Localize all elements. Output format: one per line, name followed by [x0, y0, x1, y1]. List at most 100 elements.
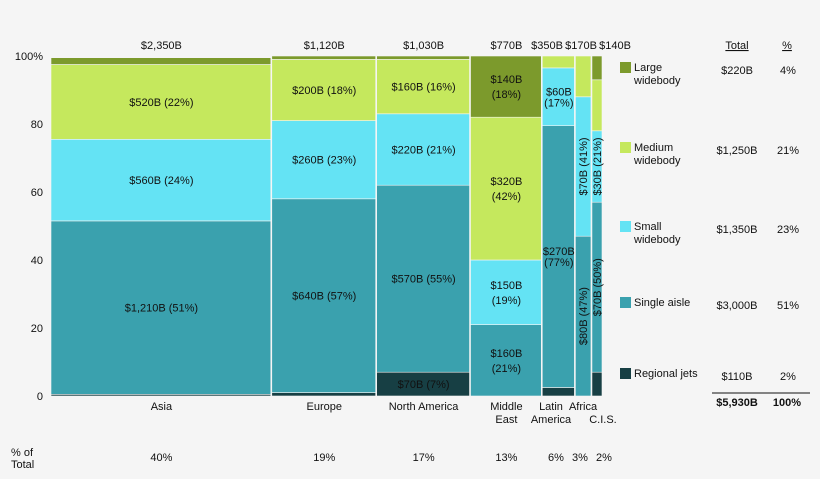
- segment-label: $560B (24%): [129, 175, 193, 187]
- segment-label: (17%): [544, 97, 573, 109]
- share-of-total-label: 19%: [313, 452, 335, 464]
- grand-total: $5,930B: [716, 397, 758, 409]
- segment-label: $220B (21%): [391, 145, 455, 157]
- segment-medium-widebody: [470, 116, 542, 261]
- legend-total: $1,250B: [717, 145, 758, 157]
- share-of-total-label: 3%: [572, 452, 588, 464]
- segment-label: $520B (22%): [129, 97, 193, 109]
- legend-pct: 23%: [777, 224, 799, 236]
- legend-pct: 2%: [780, 371, 796, 383]
- segment-label: $160B: [490, 348, 522, 360]
- segment-label: $1,210B (51%): [125, 303, 198, 315]
- legend-label: Large widebody: [633, 62, 681, 87]
- segment-single-aisle: [470, 324, 542, 397]
- category-label: Asia: [151, 401, 173, 413]
- segment-single-aisle: [376, 184, 470, 373]
- y-tick-label: 80: [31, 119, 43, 131]
- segment-single-aisle: [271, 198, 376, 393]
- segment-label: $70B (50%): [592, 258, 604, 316]
- segment-large-widebody: [591, 55, 603, 81]
- legend-swatch-small-widebody: [620, 221, 631, 232]
- segment-medium-widebody: [575, 55, 592, 98]
- segment-label: $30B (21%): [592, 137, 604, 195]
- share-of-total-label: 17%: [413, 452, 435, 464]
- column-total-label: $350B: [531, 40, 563, 52]
- segment-single-aisle: [541, 125, 575, 388]
- segment-label: (21%): [492, 363, 521, 375]
- legend-total-header: Total: [725, 40, 748, 52]
- category-label: Latin: [539, 401, 563, 413]
- category-label: North America: [389, 401, 460, 413]
- segment-regional-jets: [591, 371, 603, 397]
- segment-label: $70B (7%): [398, 379, 450, 391]
- category-label: Middle: [490, 401, 522, 413]
- segment-label: $200B (18%): [292, 85, 356, 97]
- legend-swatch-medium-widebody: [620, 142, 631, 153]
- column-total-label: $2,350B: [141, 40, 182, 52]
- category-label: East: [495, 414, 517, 426]
- segment-medium-widebody: [50, 64, 272, 140]
- column-total-label: $1,120B: [304, 40, 345, 52]
- y-tick-label: 0: [37, 391, 43, 403]
- category-label: Europe: [306, 401, 341, 413]
- legend-swatch-regional-jets: [620, 368, 631, 379]
- legend-total: $220B: [721, 65, 753, 77]
- segment-small-widebody: [470, 259, 542, 325]
- legend-swatch-single-aisle: [620, 297, 631, 308]
- column-total-label: $170B: [565, 40, 597, 52]
- y-tick-label: 40: [31, 255, 43, 267]
- share-of-total-label: 2%: [596, 452, 612, 464]
- segment-label: $70B (41%): [578, 137, 590, 195]
- segment-label: $80B (47%): [578, 287, 590, 345]
- y-tick-label: 60: [31, 187, 43, 199]
- y-tick-label: 20: [31, 323, 43, 335]
- segment-label: $160B (16%): [391, 82, 455, 94]
- category-label: America: [531, 414, 572, 426]
- column-total-label: $770B: [490, 40, 522, 52]
- share-row-label: Total: [11, 459, 34, 471]
- segment-medium-widebody: [591, 79, 603, 132]
- segment-large-widebody: [470, 55, 542, 118]
- segment-label: $60B: [546, 86, 572, 98]
- grand-total-pct: 100%: [773, 397, 801, 409]
- legend-pct: 21%: [777, 145, 799, 157]
- legend-label: Regional jets: [634, 368, 698, 380]
- y-tick-label: 100%: [15, 51, 43, 63]
- legend-total: $1,350B: [717, 224, 758, 236]
- segment-medium-widebody: [376, 59, 470, 115]
- share-of-total-label: 13%: [495, 452, 517, 464]
- column-total-label: $1,030B: [403, 40, 444, 52]
- segment-regional-jets: [541, 387, 575, 397]
- legend-total: $3,000B: [717, 300, 758, 312]
- segment-small-widebody: [541, 67, 575, 127]
- legend-total: $110B: [722, 371, 753, 383]
- category-label: Africa: [569, 401, 598, 413]
- segment-label: (19%): [492, 295, 521, 307]
- column-total-label: $140B: [599, 40, 631, 52]
- segment-regional-jets: [271, 392, 376, 397]
- share-of-total-label: 6%: [548, 452, 564, 464]
- segment-label: $640B (57%): [292, 291, 356, 303]
- segment-large-widebody: [271, 55, 376, 60]
- segment-label: $320B: [490, 176, 522, 188]
- share-row-label: % of: [11, 447, 34, 459]
- legend-pct-header: %: [782, 40, 792, 52]
- segment-label: $570B (55%): [391, 274, 455, 286]
- segment-label: (77%): [544, 257, 573, 269]
- segment-small-widebody: [50, 139, 272, 222]
- segment-medium-widebody: [541, 55, 575, 69]
- segment-single-aisle: [50, 220, 272, 395]
- legend-pct: 4%: [780, 65, 796, 77]
- legend-label: Medium widebody: [633, 142, 681, 167]
- segment-label: $260B (23%): [292, 155, 356, 167]
- segment-large-widebody: [376, 55, 470, 60]
- legend-label: Single aisle: [634, 297, 690, 309]
- category-label: C.I.S.: [589, 414, 617, 426]
- segment-large-widebody: [50, 57, 272, 65]
- share-of-total-label: 40%: [150, 452, 172, 464]
- legend-label: Small widebody: [633, 221, 681, 246]
- legend-swatch-large-widebody: [620, 62, 631, 73]
- legend-pct: 51%: [777, 300, 799, 312]
- segment-label: $140B: [490, 74, 522, 86]
